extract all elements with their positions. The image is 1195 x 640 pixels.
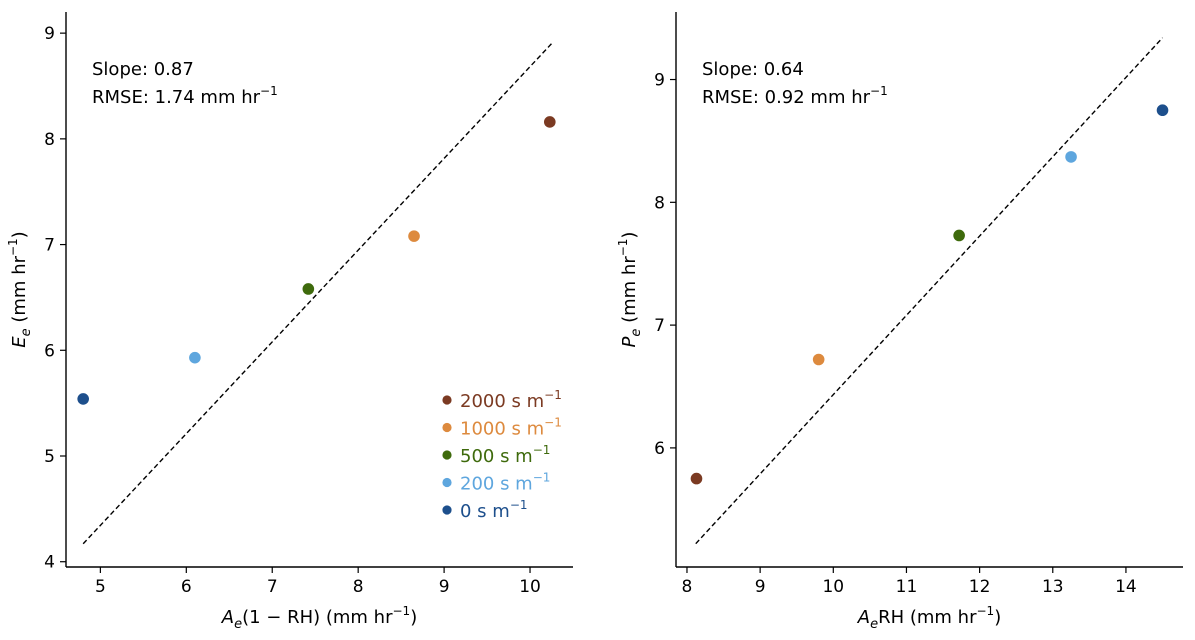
y-tick-label: 9 [44,24,55,44]
x-axis-label: AeRH (mm hr−1) [857,604,1001,632]
legend-marker [442,450,452,460]
data-point [812,353,825,366]
legend-label: 200 s m−1 [460,471,550,495]
y-tick-label: 6 [44,341,55,361]
x-tick-label: 5 [95,577,106,597]
x-tick-label: 8 [682,577,693,597]
y-tick-label: 7 [44,236,55,256]
y-tick-label: 9 [654,71,665,91]
slope-annotation: Slope: 0.87 [92,59,194,80]
reference-line [695,37,1164,545]
left-scatter-panel: 5 6 7 8 9 10 4 5 6 7 8 9 Ae(1 − RH) (mm hr−1) Ee (mm … [6,12,573,632]
reference-line [82,43,553,545]
legend-label: 2000 s m−1 [460,388,562,412]
x-tick-label: 7 [267,577,278,597]
legend-label: 500 s m−1 [460,443,550,467]
x-axis-label: Ae(1 − RH) (mm hr−1) [221,604,417,632]
data-point [1065,151,1077,163]
legend: 2000 s m−1 1000 s m−1 500 s m−1 200 s m−1 0 … [442,388,562,522]
y-tick-label: 4 [44,553,55,573]
x-tick-label: 12 [969,577,991,597]
x-tick-label: 9 [439,577,450,597]
y-tick-label: 5 [44,447,55,467]
x-tick-label: 10 [822,577,844,597]
y-tick-label: 8 [654,193,665,213]
y-axis-label: Pe (mm hr−1) [616,232,644,348]
data-point [543,116,556,128]
x-tick-label: 14 [1115,577,1137,597]
data-point [953,229,965,242]
data-point [189,351,201,364]
y-tick-label: 7 [654,316,665,336]
legend-marker [442,422,452,433]
legend-label: 0 s m−1 [460,498,528,522]
data-point [302,283,315,295]
data-point [1156,104,1169,117]
x-tick-label: 6 [181,577,192,597]
data-point [408,230,420,242]
legend-marker [442,395,452,405]
y-tick-label: 8 [44,130,55,150]
x-tick-label: 13 [1042,577,1064,597]
data-point [690,472,703,485]
x-tick-label: 8 [353,577,364,597]
x-tick-label: 9 [755,577,766,597]
y-tick-label: 6 [654,439,665,459]
rmse-annotation: RMSE: 0.92 mm hr−1 [702,84,888,108]
rmse-annotation: RMSE: 1.74 mm hr−1 [92,84,278,108]
legend-marker [442,477,452,488]
slope-annotation: Slope: 0.64 [702,59,804,80]
legend-marker [442,505,452,515]
y-axis-label: Ee (mm hr−1) [6,231,34,347]
x-tick-label: 10 [519,577,541,597]
data-point [77,393,89,405]
x-tick-label: 11 [896,577,918,597]
legend-label: 1000 s m−1 [460,416,562,440]
right-scatter-panel: 8 9 10 11 12 13 14 6 7 8 9 AeRH (mm hr−1) Pe (mm hr−… [616,12,1183,632]
